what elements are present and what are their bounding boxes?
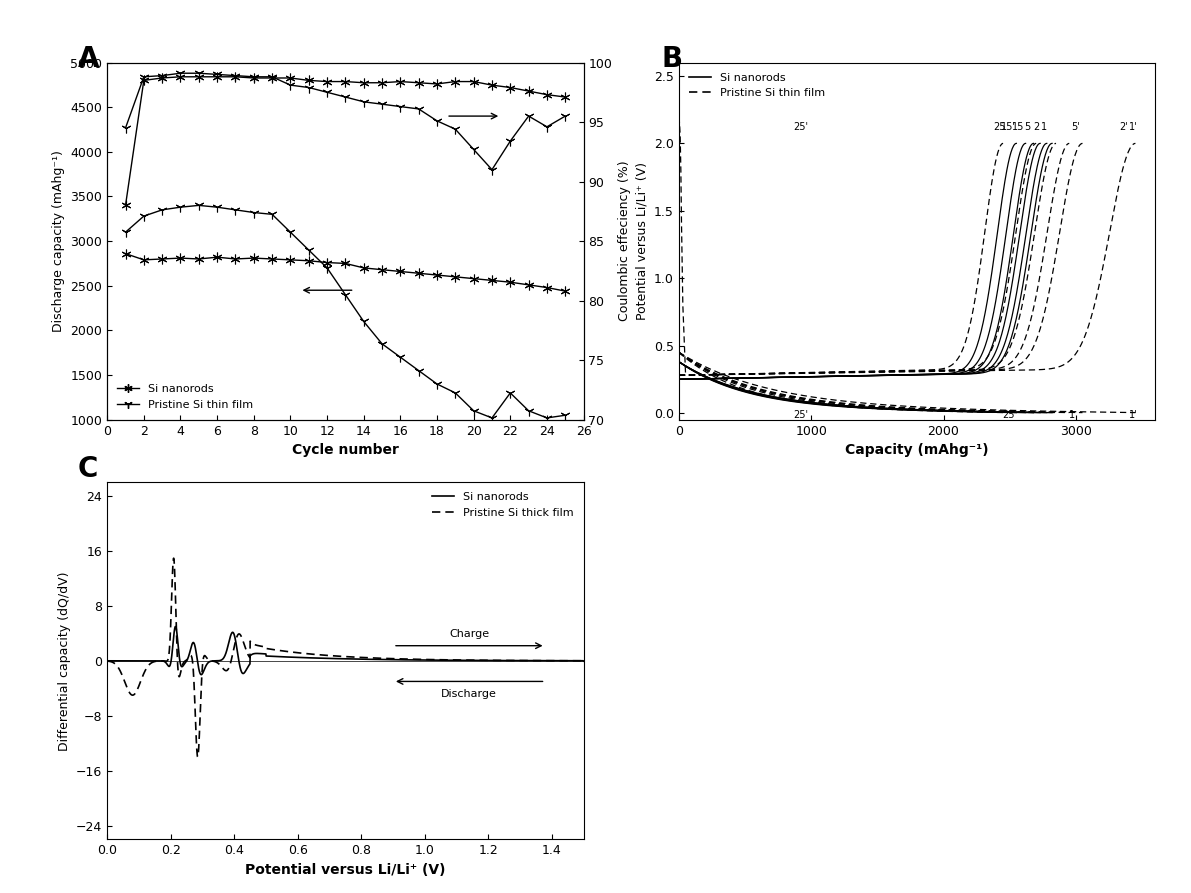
Text: Charge: Charge — [449, 629, 490, 638]
Text: 15: 15 — [1011, 122, 1024, 132]
X-axis label: Potential versus Li/Li⁺ (V): Potential versus Li/Li⁺ (V) — [245, 863, 445, 877]
Text: 25: 25 — [1002, 411, 1015, 421]
Y-axis label: Differential capacity (dQ/dV): Differential capacity (dQ/dV) — [57, 571, 70, 751]
Text: 25: 25 — [993, 122, 1005, 132]
Text: 1: 1 — [1068, 411, 1075, 421]
Text: 25': 25' — [793, 122, 809, 132]
Text: 25': 25' — [793, 411, 809, 421]
Legend: Si nanorods, Pristine Si thin film: Si nanorods, Pristine Si thin film — [685, 68, 830, 103]
X-axis label: Capacity (mAhg⁻¹): Capacity (mAhg⁻¹) — [846, 443, 989, 457]
X-axis label: Cycle number: Cycle number — [292, 443, 399, 457]
Text: 1: 1 — [1041, 122, 1047, 132]
Text: 15': 15' — [1000, 122, 1016, 132]
Y-axis label: Coulombic effeciency (%): Coulombic effeciency (%) — [618, 161, 631, 321]
Legend: Si nanorods, Pristine Si thick film: Si nanorods, Pristine Si thick film — [428, 488, 578, 522]
Text: 2': 2' — [1120, 122, 1128, 132]
Text: C: C — [77, 455, 98, 483]
Text: B: B — [661, 45, 682, 72]
Y-axis label: Potential versus Li/Li⁺ (V): Potential versus Li/Li⁺ (V) — [636, 163, 648, 320]
Text: Discharge: Discharge — [442, 689, 497, 698]
Text: 5': 5' — [1072, 122, 1080, 132]
Text: 2: 2 — [1033, 122, 1040, 132]
Text: 1': 1' — [1128, 122, 1137, 132]
Text: 1': 1' — [1128, 411, 1137, 421]
Legend: Si nanorods, Pristine Si thin film: Si nanorods, Pristine Si thin film — [113, 380, 258, 414]
Text: A: A — [77, 45, 99, 72]
Y-axis label: Discharge capacity (mAhg⁻¹): Discharge capacity (mAhg⁻¹) — [51, 150, 64, 332]
Text: 5: 5 — [1024, 122, 1030, 132]
